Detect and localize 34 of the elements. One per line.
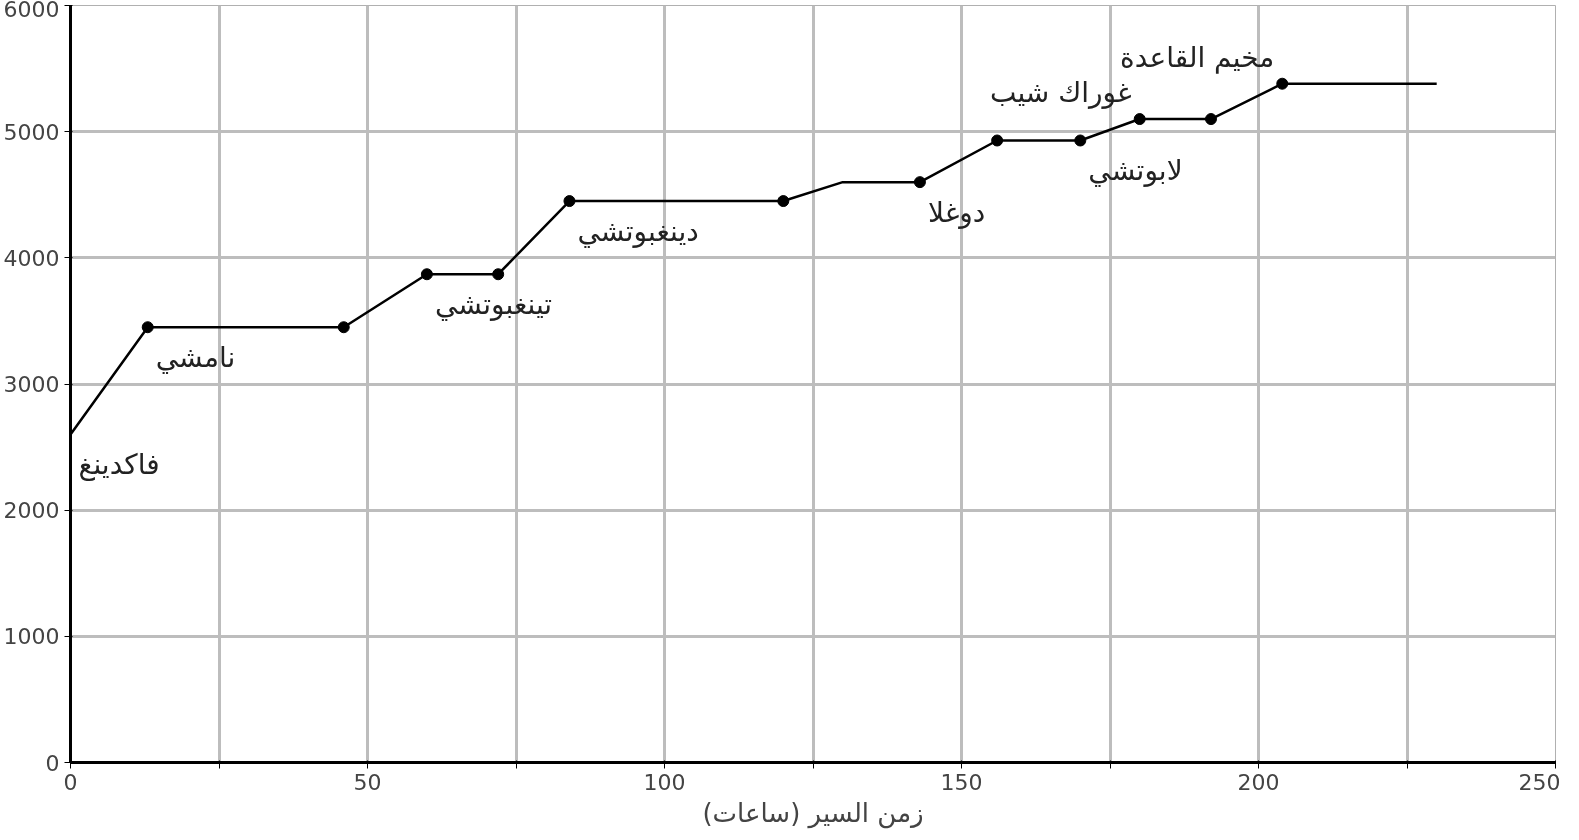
point xyxy=(492,268,505,281)
point xyxy=(777,195,790,208)
point xyxy=(337,321,350,334)
annotation: نامشي xyxy=(155,341,236,375)
annotation: فاكدينغ xyxy=(78,448,160,482)
x-tick-label: 50 xyxy=(353,769,382,795)
annotation: مخيم القاعدة xyxy=(1120,40,1275,74)
point xyxy=(1133,113,1146,126)
y-tick-label: 3000 xyxy=(3,372,60,397)
y-tick-label: 4000 xyxy=(3,245,60,271)
point xyxy=(913,176,926,189)
point xyxy=(420,268,433,281)
point xyxy=(563,195,576,208)
y-tick-label: 5000 xyxy=(3,119,60,145)
y-tick-label: 6000 xyxy=(3,0,60,22)
x-tick-label: 0 xyxy=(63,769,78,795)
x-axis-title: زمن السير (ساعات) xyxy=(702,797,924,829)
annotation: دينغبوتشي xyxy=(577,215,699,249)
point xyxy=(1204,113,1217,126)
point xyxy=(1074,134,1087,147)
point xyxy=(991,134,1004,147)
y-tick-label: 1000 xyxy=(3,624,60,650)
annotation: تينغبوتشي xyxy=(434,288,553,322)
x-tick-label: 200 xyxy=(1237,769,1280,795)
annotation: غوراك شيب xyxy=(989,76,1132,110)
point xyxy=(1276,77,1289,90)
annotation: لابوتشي xyxy=(1088,154,1183,188)
x-tick-label: 150 xyxy=(940,769,983,795)
point xyxy=(141,321,154,334)
annotation: دوغلا xyxy=(927,196,986,230)
y-tick-label: 2000 xyxy=(3,498,60,524)
x-tick-label: 250 xyxy=(1518,769,1561,795)
y-tick-label: 0 xyxy=(45,750,60,776)
x-tick-label: 100 xyxy=(643,769,686,795)
